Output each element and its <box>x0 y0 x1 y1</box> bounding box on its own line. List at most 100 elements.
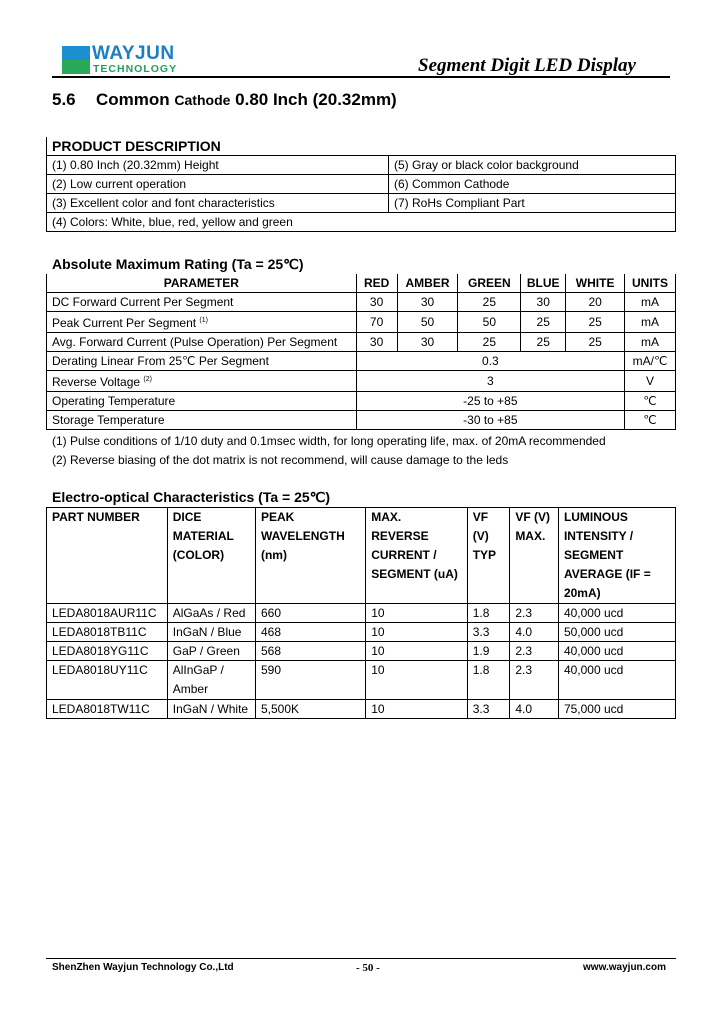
table-row: Storage Temperature -30 to +85 ℃ <box>46 410 676 430</box>
table-row: LEDA8018UY11C AlInGaP / Amber 590 10 1.8 2.3 4… <box>46 660 677 700</box>
description-cell: (7) RoHs Compliant Part <box>388 193 676 213</box>
part-number-cell: LEDA8018AUR11C <box>46 603 168 623</box>
table-row: LEDA8018AUR11C AlGaAs / Red 660 10 1.8 2.3 40,… <box>46 603 677 623</box>
value-cell: InGaN / White <box>166 699 256 719</box>
value-cell: 40,000 ucd <box>557 641 677 661</box>
value-cell: 3.3 <box>466 699 511 719</box>
document-title: Segment Digit LED Display <box>418 55 636 76</box>
parameter-label: Reverse Voltage <box>52 375 141 389</box>
header-line: REVERSE <box>371 529 429 543</box>
value-cell: 2.3 <box>509 641 559 661</box>
column-header: PEAK WAVELENGTH (nm) <box>254 507 367 604</box>
header-divider <box>52 76 670 78</box>
column-header: UNITS <box>624 274 676 293</box>
column-header: BLUE <box>520 274 567 293</box>
column-header: WHITE <box>565 274 626 293</box>
parameter-label: Peak Current Per Segment <box>52 316 197 330</box>
header-line: MATERIAL <box>172 529 234 543</box>
value-cell: AlInGaP / Amber <box>166 660 256 700</box>
column-header: VF (V) MAX. <box>509 507 559 604</box>
value-cell: 50 <box>457 311 522 333</box>
header-line: MAX. <box>371 510 402 524</box>
table-row: LEDA8018TW11C InGaN / White 5,500K 10 3.3 4.0… <box>46 699 677 719</box>
value-cell: 5,500K <box>254 699 367 719</box>
header-line: DICE <box>172 510 202 524</box>
note-2: (2) Reverse biasing of the dot matrix is… <box>52 453 509 467</box>
column-header: LUMINOUS INTENSITY / SEGMENT AVERAGE (IF = 2… <box>557 507 677 604</box>
note-1: (1) Pulse conditions of 1/10 duty and 0.… <box>52 434 606 448</box>
table-row: Avg. Forward Current (Pulse Operation) P… <box>46 332 676 352</box>
header-line: WAVELENGTH <box>260 529 345 543</box>
header-line: INTENSITY / <box>563 529 634 543</box>
footer-divider <box>46 958 676 959</box>
column-header: GREEN <box>457 274 522 293</box>
value-cell: 10 <box>365 622 468 642</box>
value-cell: 0.3 <box>355 351 626 371</box>
table-row: (1) 0.80 Inch (20.32mm) Height (5) Gray o… <box>46 155 676 175</box>
value-cell: 590 <box>254 660 367 700</box>
value-cell: 70 <box>355 311 398 333</box>
description-cell: (6) Common Cathode <box>388 174 676 194</box>
value-cell: 30 <box>520 292 567 312</box>
parameter-cell: Avg. Forward Current (Pulse Operation) P… <box>46 332 357 352</box>
value-cell: -25 to +85 <box>355 391 626 411</box>
value-cell: 75,000 ucd <box>557 699 677 719</box>
header-line: CURRENT / <box>371 548 437 562</box>
value-cell: 20 <box>565 292 626 312</box>
unit-cell: mA <box>624 292 676 312</box>
header-line: SEGMENT (uA) <box>371 567 458 581</box>
wayjun-logo: WAYJUN TECHNOLOGY <box>62 43 180 76</box>
product-description-table: PRODUCT DESCRIPTION (1) 0.80 Inch (20.32m… <box>46 137 676 232</box>
value-cell: 2.3 <box>509 660 559 700</box>
table-row: LEDA8018TB11C InGaN / Blue 468 10 3.3 4.0 50,0… <box>46 622 677 642</box>
column-header: PART NUMBER <box>46 507 168 604</box>
value-cell: 50,000 ucd <box>557 622 677 642</box>
header-line: SEGMENT <box>563 548 624 562</box>
column-header: MAX. REVERSE CURRENT / SEGMENT (uA) <box>365 507 468 604</box>
table-row: (2) Low current operation (6) Common Cath… <box>46 174 676 194</box>
logo-subtext: TECHNOLOGY <box>93 63 178 75</box>
unit-cell: mA <box>624 332 676 352</box>
absolute-maximum-rating-table: PARAMETER RED AMBER GREEN BLUE WHITE UNITS DC F… <box>46 274 676 430</box>
header-line: PEAK <box>260 510 295 524</box>
header-line: LUMINOUS <box>563 510 628 524</box>
value-cell: 4.0 <box>509 622 559 642</box>
value-cell: 10 <box>365 641 468 661</box>
title-part: Cathode <box>174 92 231 108</box>
table-row: Peak Current Per Segment (1) 70 50 50 25 25 mA <box>46 311 676 333</box>
title-part: Common <box>96 90 170 109</box>
header-line: PART NUMBER <box>52 510 140 524</box>
table-row: Reverse Voltage (2) 3 V <box>46 370 676 392</box>
header-line: (V) <box>472 529 489 543</box>
parameter-cell: Derating Linear From 25℃ Per Segment <box>46 351 357 371</box>
electro-optical-table: PART NUMBER DICE MATERIAL (COLOR) PEAK WAVELE… <box>46 507 677 719</box>
parameter-cell: DC Forward Current Per Segment <box>46 292 357 312</box>
table-row: (3) Excellent color and font characteris… <box>46 193 676 213</box>
description-cell: (5) Gray or black color background <box>388 155 676 175</box>
value-cell: 25 <box>457 292 522 312</box>
value-cell: 30 <box>355 332 398 352</box>
table-heading: PRODUCT DESCRIPTION <box>46 137 676 156</box>
value-cell: InGaN / Blue <box>166 622 256 642</box>
footnote-ref: (2) <box>143 376 152 383</box>
header-line: MAX. <box>515 529 546 543</box>
value-cell: 40,000 ucd <box>557 660 677 700</box>
column-header: DICE MATERIAL (COLOR) <box>166 507 256 604</box>
section-title: 5.6 Common Cathode 0.80 Inch (20.32mm) <box>52 90 397 110</box>
part-number-cell: LEDA8018UY11C <box>46 660 168 700</box>
footer-company: ShenZhen Wayjun Technology Co.,Ltd <box>52 962 234 973</box>
unit-cell: mA <box>624 311 676 333</box>
section-number: 5.6 <box>52 90 76 109</box>
abs-max-heading: Absolute Maximum Rating (Ta = 25℃) <box>52 256 304 272</box>
description-cell: (1) 0.80 Inch (20.32mm) Height <box>46 155 389 175</box>
value-cell: AlGaAs / Red <box>166 603 256 623</box>
footnote-ref: (1) <box>199 317 208 324</box>
parameter-label: Storage Temperature <box>52 413 165 427</box>
value-cell: 25 <box>565 332 626 352</box>
table-row: Derating Linear From 25℃ Per Segment 0.3 m… <box>46 351 676 371</box>
header-line: VF (V) <box>515 510 550 524</box>
parameter-label: DC Forward Current Per Segment <box>52 295 234 309</box>
table-row: LEDA8018YG11C GaP / Green 568 10 1.9 2.3 40,00… <box>46 641 677 661</box>
value-cell: 25 <box>565 311 626 333</box>
